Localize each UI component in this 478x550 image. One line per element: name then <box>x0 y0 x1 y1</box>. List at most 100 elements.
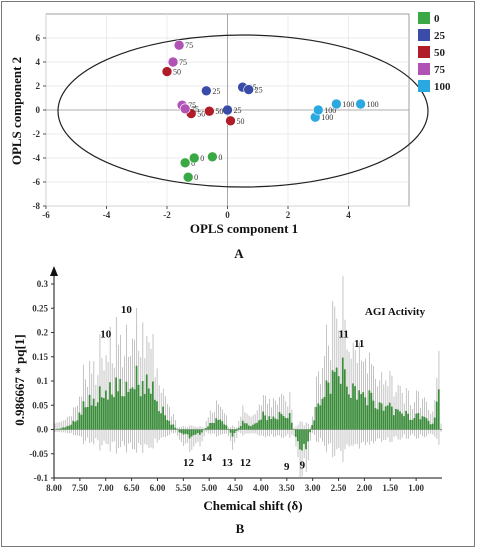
loading-bar <box>409 419 412 430</box>
loading-bar <box>290 422 293 430</box>
legend-label-75: 75 <box>434 64 446 76</box>
loading-bar <box>192 429 195 436</box>
x-tick-label-b: 8.00 <box>46 483 62 493</box>
loading-bar <box>286 418 289 430</box>
loading-bar <box>98 386 101 430</box>
peak-annotation: 11 <box>354 338 364 350</box>
x-tick-label-b: 3.00 <box>305 483 321 493</box>
peak-annotation: 12 <box>183 457 195 469</box>
loading-bar <box>147 388 150 430</box>
y-tick-label-b: 0.05 <box>32 400 48 410</box>
loading-bar <box>168 420 171 430</box>
peak-annotation: 10 <box>100 328 112 340</box>
loading-bar <box>117 391 120 430</box>
loading-bar <box>215 418 218 430</box>
loading-bar <box>241 420 244 430</box>
loading-bar <box>196 429 199 434</box>
loading-bar <box>182 429 185 435</box>
x-tick-label: -2 <box>163 210 171 220</box>
point-label-75: 75 <box>188 101 196 110</box>
loading-bar <box>278 412 281 430</box>
loading-bar <box>201 429 203 433</box>
loading-bar <box>135 365 138 430</box>
loading-bar <box>80 414 83 430</box>
loading-bar <box>317 403 320 430</box>
loading-bar <box>372 400 375 430</box>
loading-bar <box>90 405 93 430</box>
x-tick-label-b: 2.00 <box>357 483 373 493</box>
loading-bar <box>82 401 85 430</box>
point-label-50: 50 <box>197 110 205 119</box>
x-axis-title-a: OPLS component 1 <box>190 221 298 236</box>
y-tick-label-b: -0.1 <box>34 473 49 483</box>
y-tick-label-b: 0.1 <box>37 376 49 386</box>
loading-bar <box>386 405 389 430</box>
loading-bar <box>321 398 324 430</box>
x-tick-label-b: 7.00 <box>98 483 114 493</box>
loading-bar <box>198 429 201 435</box>
loading-bar <box>403 416 405 430</box>
point-label-100: 100 <box>342 100 354 109</box>
loading-bar <box>401 413 403 430</box>
x-tick-label-b: 5.50 <box>175 483 191 493</box>
loading-bar <box>70 424 73 430</box>
loading-bar <box>237 427 240 430</box>
peak-annotation: 13 <box>222 457 234 469</box>
y-tick-label: 4 <box>36 57 41 67</box>
loading-bar <box>405 410 407 430</box>
bar-panel: 0.3 0.25 0.2 0.15 0.1 0.05 0.0 -0.05 -0.18.00 7.5… <box>12 266 442 536</box>
point-label-25: 25 <box>212 87 220 96</box>
loading-bar <box>105 390 107 430</box>
loading-bar <box>113 397 115 430</box>
loading-bar <box>64 427 66 430</box>
loading-bar <box>354 386 356 430</box>
data-point-100 <box>331 98 342 110</box>
y-tick-label-b: 0.25 <box>32 303 48 313</box>
point-label-50: 50 <box>215 107 223 116</box>
loading-bar <box>311 424 314 430</box>
loading-bar <box>376 409 379 430</box>
loading-bar <box>395 408 397 430</box>
loading-bar <box>388 402 391 430</box>
loading-bar <box>272 416 275 430</box>
loading-bar <box>433 417 436 430</box>
loading-bar <box>72 420 75 430</box>
loading-bar <box>84 407 87 430</box>
loading-bar <box>203 429 205 431</box>
y-tick-label-b: 0.3 <box>37 279 49 289</box>
loading-bar <box>335 367 338 430</box>
point-label-75: 75 <box>191 105 199 114</box>
point-label-50: 50 <box>237 117 245 126</box>
x-tick-label: 4 <box>346 210 351 220</box>
loading-bar <box>205 428 207 430</box>
loading-bar <box>160 413 162 430</box>
loading-bar <box>382 410 385 430</box>
loading-bar <box>370 392 373 430</box>
loading-bar <box>154 399 156 430</box>
x-tick-label: 0 <box>225 210 230 220</box>
loading-bar <box>256 422 258 430</box>
loading-bar <box>280 414 283 430</box>
loading-bar <box>348 394 350 430</box>
loading-bar <box>186 429 189 435</box>
loading-bar <box>78 412 81 430</box>
legend: 0 25 50 75 100 <box>418 12 451 93</box>
x-tick-label-b: 1.50 <box>382 483 398 493</box>
data-point-0 <box>188 152 200 164</box>
point-label-0: 0 <box>200 154 204 163</box>
x-tick-label-b: 7.50 <box>72 483 88 493</box>
loading-bar <box>239 426 242 430</box>
loading-bar <box>156 401 158 430</box>
data-point-50 <box>225 115 236 127</box>
y-axis-title-b: 0.986667 * pq[1] <box>12 334 27 425</box>
loading-bar <box>346 386 348 430</box>
bars-b <box>54 276 442 477</box>
ticks-b: 0.3 0.25 0.2 0.15 0.1 0.05 0.0 -0.05 -0.18.00 7.5… <box>29 266 442 493</box>
loading-bar <box>190 429 193 437</box>
y-tick-label: 2 <box>36 81 41 91</box>
legend-swatch-50 <box>418 46 430 58</box>
data-point-0 <box>182 171 194 183</box>
